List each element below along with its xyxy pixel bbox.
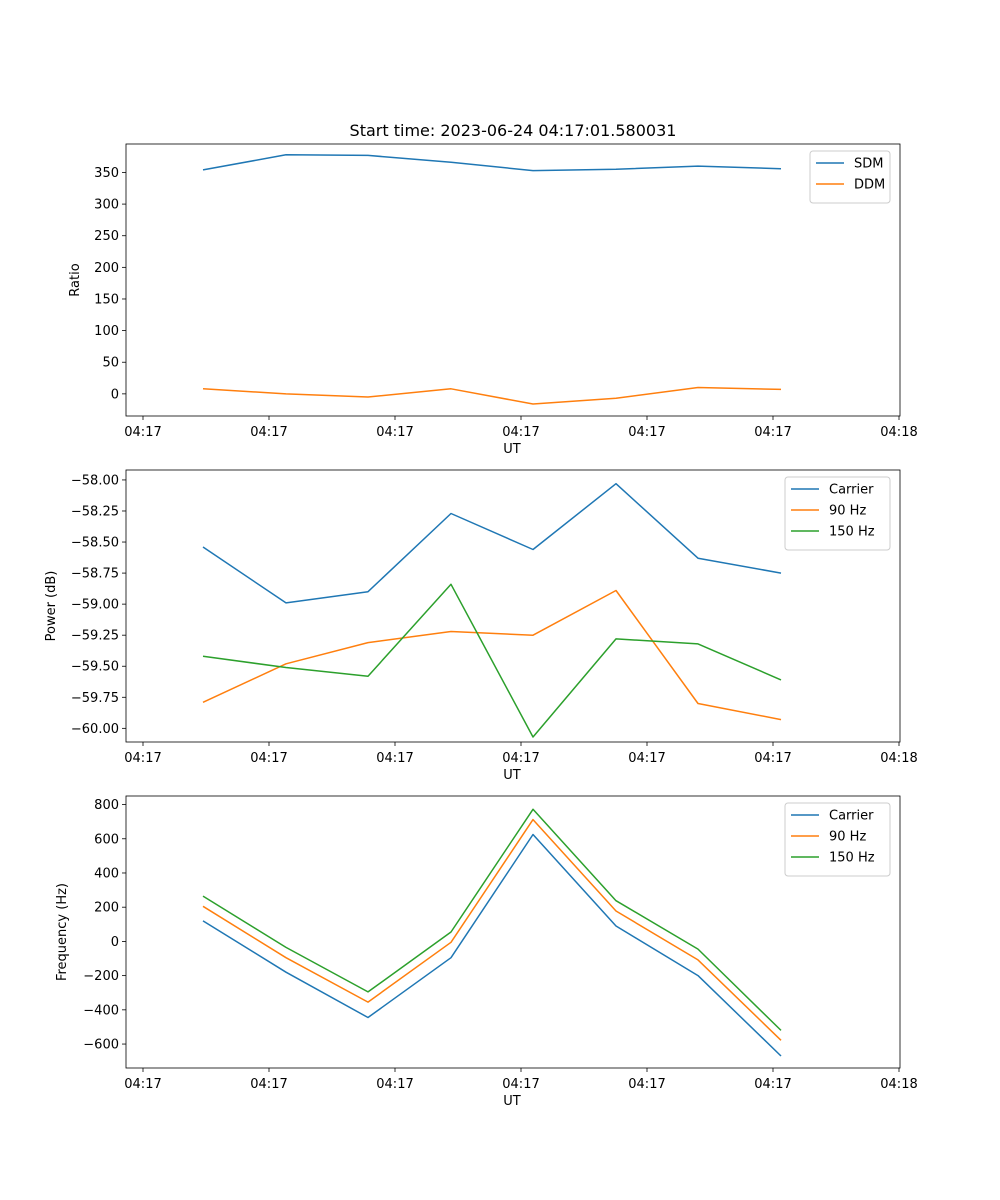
y-tick-label: 200 [94, 261, 119, 276]
y-tick-label: 100 [94, 324, 119, 339]
y-tick-label: −58.75 [71, 567, 119, 582]
y-tick-label: 150 [94, 292, 119, 307]
y-tick-label: −59.25 [71, 629, 119, 644]
legend: SDM DDM [809, 150, 891, 204]
legend-label: Carrier [829, 809, 874, 824]
y-tick-label: −59.00 [71, 598, 119, 613]
x-tick-label: 04:17 [502, 425, 539, 440]
series-line-sdm [202, 154, 782, 172]
y-tick-label: 300 [94, 198, 119, 213]
y-tick-label: 50 [102, 356, 119, 371]
legend-label: 90 Hz [829, 504, 866, 519]
x-tick-label: 04:17 [376, 1077, 413, 1092]
x-tick-label: 04:18 [880, 425, 917, 440]
y-tick-label: 350 [94, 166, 119, 181]
y-tick-label: 250 [94, 229, 119, 244]
axes-frame [125, 469, 901, 743]
y-tick-label: −60.00 [71, 722, 119, 737]
series-line-carrier [202, 482, 782, 604]
legend-label: SDM [854, 157, 883, 172]
x-tick-label: 04:17 [376, 751, 413, 766]
y-tick-label: −58.50 [71, 536, 119, 551]
plot-area [126, 144, 900, 416]
legend-label: 90 Hz [829, 830, 866, 845]
x-tick-label: 04:17 [250, 1077, 287, 1092]
y-tick-label: 600 [94, 832, 119, 847]
y-tick-label: −200 [83, 969, 119, 984]
subplots: 04:17 04:17 04:17 04:17 04:17 04:17 04:18 0 50 10… [44, 143, 918, 1109]
y-tick-label: −58.00 [71, 473, 119, 488]
x-tick-label: 04:17 [502, 1077, 539, 1092]
x-tick-label: 04:17 [628, 1077, 665, 1092]
plot-area [126, 470, 900, 742]
y-tick-label: −59.50 [71, 660, 119, 675]
x-axis-label: UT [503, 768, 521, 783]
legend-label: DDM [854, 178, 885, 193]
y-axis-label: Power (dB) [44, 571, 59, 642]
legend: Carrier 90 Hz 150 Hz [784, 802, 891, 877]
y-axis-label: Ratio [68, 263, 83, 296]
series-line-ddm [202, 386, 782, 405]
y-axis-label: Frequency (Hz) [55, 883, 70, 981]
series-line-150-hz [202, 583, 782, 738]
x-tick-label: 04:17 [124, 1077, 161, 1092]
x-tick-label: 04:18 [880, 751, 917, 766]
y-tick-label: −400 [83, 1003, 119, 1018]
x-tick-label: 04:17 [250, 751, 287, 766]
subplot-1: 04:17 04:17 04:17 04:17 04:17 04:17 04:18 0 50 10… [68, 143, 918, 457]
y-tick-label: 400 [94, 866, 119, 881]
x-tick-label: 04:17 [754, 425, 791, 440]
y-tick-label: 800 [94, 798, 119, 813]
x-tick-label: 04:17 [754, 751, 791, 766]
series-line-150-hz [202, 808, 782, 1031]
x-tick-label: 04:17 [376, 425, 413, 440]
series-line-carrier [202, 833, 782, 1057]
y-tick-label: −600 [83, 1038, 119, 1053]
x-tick-label: 04:17 [124, 751, 161, 766]
axes-frame [125, 143, 901, 417]
series-line-90-hz [202, 818, 782, 1041]
legend-box [809, 150, 891, 204]
x-tick-label: 04:17 [124, 425, 161, 440]
x-tick-label: 04:17 [250, 425, 287, 440]
y-tick-label: 0 [111, 387, 119, 402]
axes-frame [125, 795, 901, 1069]
x-tick-label: 04:17 [628, 425, 665, 440]
legend-label: Carrier [829, 483, 874, 498]
x-tick-label: 04:17 [754, 1077, 791, 1092]
x-tick-label: 04:18 [880, 1077, 917, 1092]
legend: Carrier 90 Hz 150 Hz [784, 476, 891, 551]
x-axis-label: UT [503, 442, 521, 457]
plot-area [126, 796, 900, 1068]
y-tick-label: 0 [111, 935, 119, 950]
x-tick-label: 04:17 [628, 751, 665, 766]
y-tick-label: 200 [94, 901, 119, 916]
x-axis-label: UT [503, 1094, 521, 1109]
subplot-3: 04:17 04:17 04:17 04:17 04:17 04:17 04:18 800 60… [55, 795, 918, 1109]
figure-title: Start time: 2023-06-24 04:17:01.580031 [350, 121, 677, 140]
x-tick-label: 04:17 [502, 751, 539, 766]
legend-label: 150 Hz [829, 851, 875, 866]
y-tick-label: −58.25 [71, 504, 119, 519]
y-tick-label: −59.75 [71, 691, 119, 706]
series-line-90-hz [202, 589, 782, 721]
legend-label: 150 Hz [829, 525, 875, 540]
subplot-2: 04:17 04:17 04:17 04:17 04:17 04:17 04:18 −58.0… [44, 469, 918, 783]
